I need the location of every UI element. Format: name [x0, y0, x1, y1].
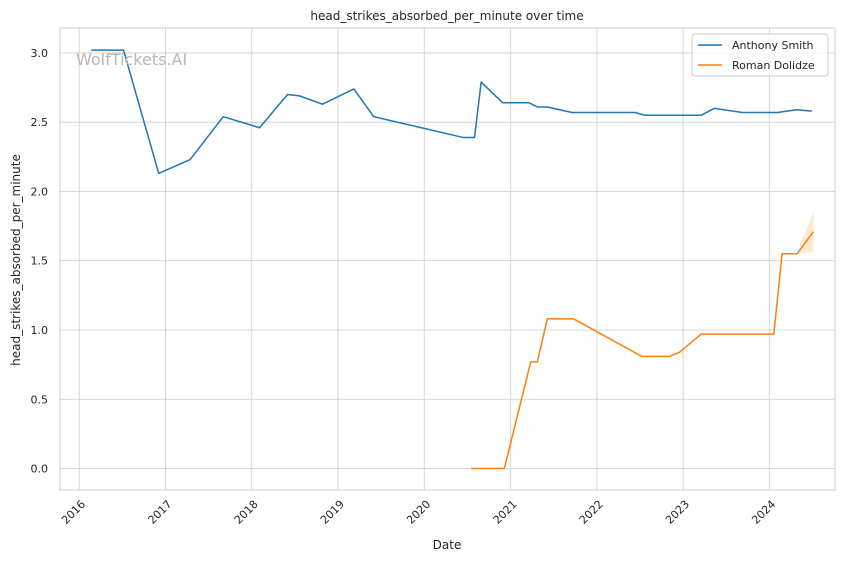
y-tick-label-3.0: 3.0 [31, 47, 49, 60]
x-tick-label-2020: 2020 [404, 498, 433, 527]
x-tick-label-2024: 2024 [749, 498, 778, 527]
x-tick-label-2018: 2018 [232, 498, 261, 527]
x-tick-label-2022: 2022 [577, 498, 606, 527]
x-axis-ticks: 2016 2017 2018 2019 2020 2021 2022 2023 2024 [59, 498, 778, 527]
chart-title: head_strikes_absorbed_per_minute over ti… [310, 9, 583, 23]
y-tick-label-1.0: 1.0 [31, 324, 49, 337]
legend-label-roman-dolidze: Roman Dolidze [732, 59, 815, 72]
y-axis-label: head_strikes_absorbed_per_minute [9, 154, 23, 366]
y-tick-label-0.0: 0.0 [31, 463, 49, 476]
y-tick-label-2.0: 2.0 [31, 185, 49, 198]
x-tick-label-2017: 2017 [146, 498, 175, 527]
series-line-roman-dolidze [471, 231, 815, 470]
band-roman-dolidze [782, 210, 814, 254]
legend: Anthony Smith Roman Dolidze [691, 33, 829, 77]
y-tick-label-2.5: 2.5 [31, 116, 49, 129]
x-tick-label-2021: 2021 [491, 498, 520, 527]
series-line-anthony-smith [91, 49, 812, 175]
grid-layer [60, 28, 835, 490]
legend-box [691, 33, 829, 77]
legend-label-anthony-smith: Anthony Smith [732, 39, 814, 52]
x-tick-label-2019: 2019 [318, 498, 347, 527]
y-tick-label-1.5: 1.5 [31, 255, 49, 268]
plot-frame [59, 27, 836, 491]
y-axis-ticks: 0.0 0.5 1.0 1.5 2.0 2.5 3.0 [31, 47, 49, 476]
confidence-band-layer [782, 210, 814, 254]
x-tick-label-2016: 2016 [59, 498, 88, 527]
watermark: WolfTickets.AI [76, 50, 187, 69]
series-layer [91, 49, 815, 470]
x-tick-label-2023: 2023 [663, 498, 692, 527]
x-axis-label: Date [433, 538, 462, 552]
y-tick-label-0.5: 0.5 [31, 393, 49, 406]
